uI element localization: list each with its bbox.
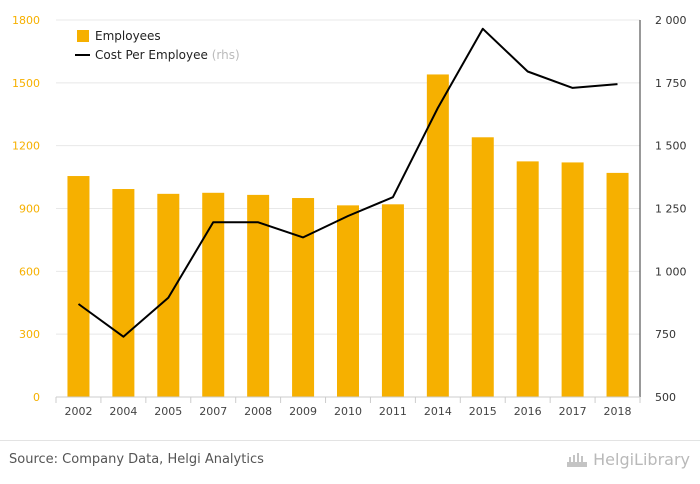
- y-left-tick-label: 1200: [12, 140, 40, 153]
- bar-employees: [561, 162, 584, 397]
- x-tick-label: 2011: [379, 405, 407, 418]
- x-tick-label: 2018: [604, 405, 632, 418]
- bar-employees: [67, 176, 90, 397]
- x-tick-label: 2009: [289, 405, 317, 418]
- brand-name: HelgiLibrary: [593, 450, 690, 469]
- y-left-tick-label: 1800: [12, 14, 40, 27]
- bar-employees: [202, 192, 225, 397]
- y-right-tick-label: 2 000: [655, 14, 687, 27]
- legend-label-cost: Cost Per Employee (rhs): [95, 48, 240, 62]
- x-tick-label: 2014: [424, 405, 452, 418]
- bar-employees: [606, 172, 629, 397]
- x-tick-label: 2016: [514, 405, 542, 418]
- footer: Source: Company Data, Helgi Analytics He…: [0, 440, 700, 484]
- library-icon: [566, 452, 588, 468]
- x-tick-label: 2002: [64, 405, 92, 418]
- y-right-tick-label: 750: [655, 328, 676, 341]
- bar-employees: [426, 74, 449, 397]
- legend-label-cost-suffix: (rhs): [212, 48, 240, 62]
- legend-swatch-employees: [77, 30, 89, 42]
- bar-employees: [247, 194, 270, 397]
- bar-employees: [157, 193, 180, 397]
- x-tick-label: 2004: [109, 405, 137, 418]
- line-cost-per-employee: [77, 27, 618, 338]
- source-note: Source: Company Data, Helgi Analytics: [9, 452, 264, 467]
- chart-svg: 0 300 600 900 1200 1500 1800 500 750 1 000 1 250 1 …: [12, 14, 687, 418]
- y-right-tick-label: 1 000: [655, 265, 687, 278]
- bar-employees: [337, 205, 359, 397]
- y-right-tick-label: 1 750: [655, 77, 687, 90]
- bar-employees: [471, 137, 494, 398]
- x-tick-label: 2017: [559, 405, 587, 418]
- x-tick-label: 2015: [469, 405, 497, 418]
- bar-employees: [516, 161, 539, 397]
- y-left-tick-label: 0: [33, 391, 40, 404]
- bar-employees: [381, 204, 404, 397]
- x-tick-label: 2010: [334, 405, 362, 418]
- y-right-tick-label: 1 500: [655, 140, 687, 153]
- y-left-tick-label: 1500: [12, 77, 40, 90]
- legend-label-employees: Employees: [95, 29, 161, 43]
- y-left-tick-label: 600: [19, 265, 40, 278]
- y-left-tick-label: 300: [19, 328, 40, 341]
- x-tick-label: 2008: [244, 405, 272, 418]
- x-tick-label: 2007: [199, 405, 227, 418]
- x-tick-label: 2005: [154, 405, 182, 418]
- y-right-tick-label: 500: [655, 391, 676, 404]
- y-right-tick-label: 1 250: [655, 203, 687, 216]
- y-left-tick-label: 900: [19, 203, 40, 216]
- brand-logo: HelgiLibrary: [566, 450, 690, 469]
- bar-employees: [112, 189, 135, 397]
- bar-employees: [292, 198, 315, 397]
